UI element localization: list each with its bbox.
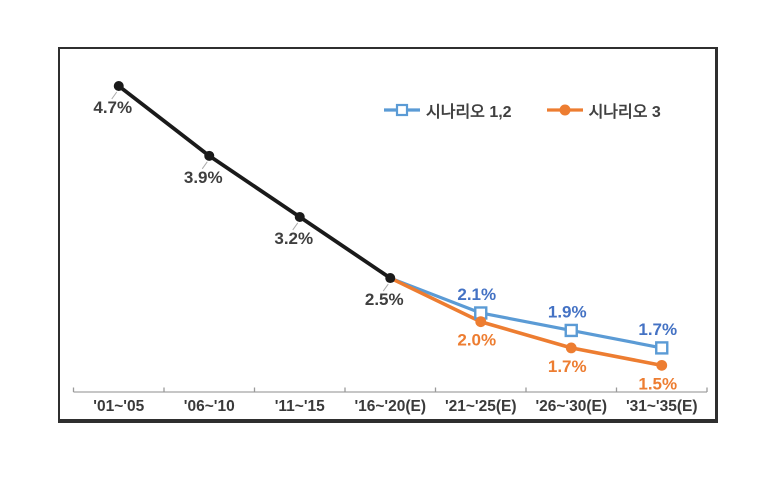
legend-item-scenario-1-2: 시나리오 1,2 bbox=[383, 98, 512, 122]
legend: 시나리오 1,2 시나리오 3 bbox=[383, 98, 661, 122]
legend-item-scenario-3: 시나리오 3 bbox=[546, 98, 661, 122]
legend-marker-scenario-1-2-icon bbox=[384, 103, 420, 117]
legend-marker-scenario-3-icon bbox=[546, 104, 583, 116]
legend-label-scenario-1-2: 시나리오 1,2 bbox=[426, 104, 512, 121]
legend-label-scenario-3: 시나리오 3 bbox=[588, 104, 661, 121]
